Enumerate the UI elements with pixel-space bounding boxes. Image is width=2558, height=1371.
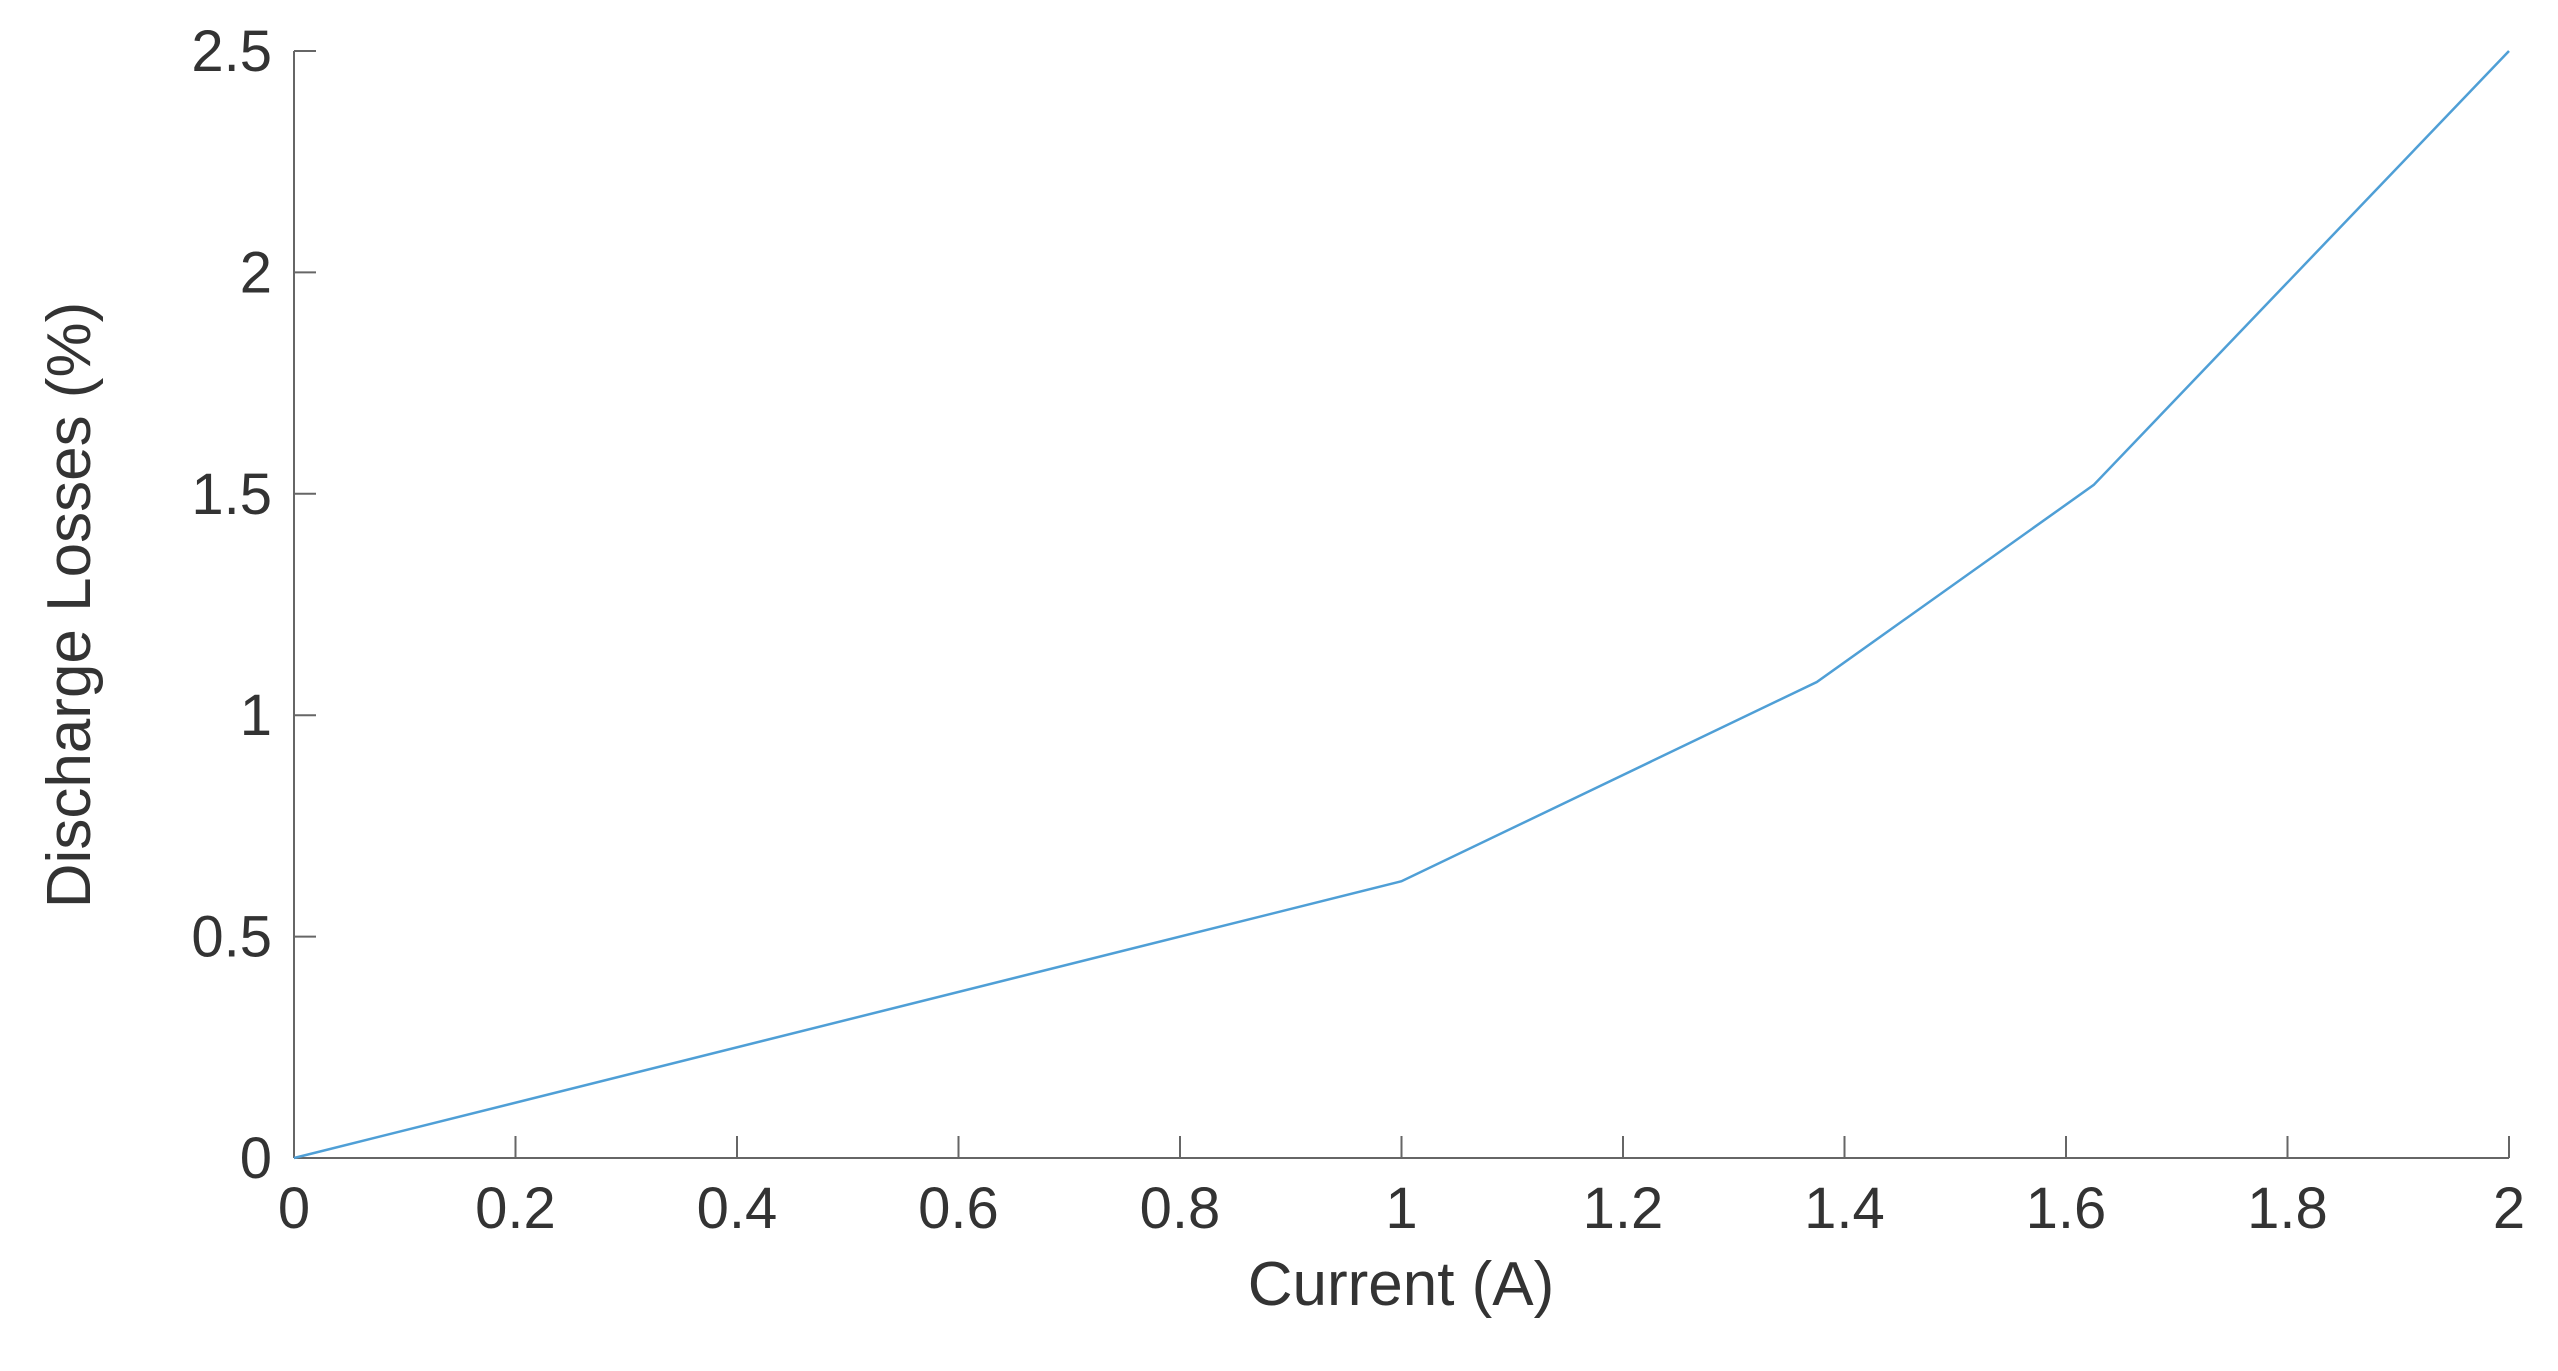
- x-tick-label: 1.8: [2247, 1176, 2328, 1241]
- x-tick-label: 0.8: [1140, 1176, 1221, 1241]
- x-tick-label: 1: [1385, 1176, 1417, 1241]
- data-line: [293, 50, 2510, 1160]
- y-tick-label: 2: [240, 240, 272, 305]
- x-tick-label: 0.6: [918, 1176, 999, 1241]
- x-tick-label: 2: [2493, 1176, 2525, 1241]
- y-tick-label: 2.5: [191, 19, 272, 84]
- y-tick-label: 1: [240, 683, 272, 748]
- y-axis-label: Discharge Losses (%): [35, 302, 104, 908]
- y-tick-label: 0.5: [191, 905, 272, 970]
- x-tick-label: 0: [278, 1176, 310, 1241]
- x-tick-label: 1.4: [1804, 1176, 1885, 1241]
- y-tick-label: 0: [240, 1126, 272, 1191]
- y-tick-label: 1.5: [191, 462, 272, 527]
- x-tick-label: 0.4: [697, 1176, 778, 1241]
- x-tick-label: 1.6: [2026, 1176, 2107, 1241]
- x-tick-label: 1.2: [1583, 1176, 1664, 1241]
- x-tick-label: 0.2: [475, 1176, 556, 1241]
- x-axis-label: Current (A): [1248, 1250, 1555, 1319]
